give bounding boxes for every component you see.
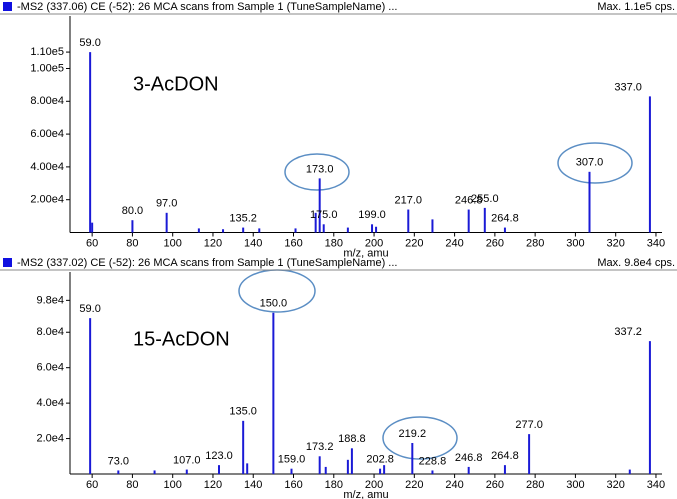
peak-label: 219.2 bbox=[399, 428, 427, 440]
header-icon bbox=[3, 2, 12, 11]
y-tick-label: 9.8e4 bbox=[36, 294, 64, 306]
peak-label: 228.8 bbox=[419, 455, 447, 467]
x-tick-label: 180 bbox=[325, 479, 343, 491]
x-axis-title: m/z, amu bbox=[343, 247, 388, 259]
x-tick-label: 60 bbox=[86, 237, 98, 249]
x-tick-label: 220 bbox=[405, 237, 423, 249]
peak-label: 97.0 bbox=[156, 198, 177, 210]
highlight-circle bbox=[284, 153, 350, 191]
panel-title: -MS2 (337.02) CE (-52): 26 MCA scans fro… bbox=[17, 257, 397, 269]
peak-label: 123.0 bbox=[205, 450, 233, 462]
peak-label: 150.0 bbox=[260, 298, 288, 310]
x-tick-label: 300 bbox=[566, 479, 584, 491]
x-tick-label: 240 bbox=[445, 237, 463, 249]
x-tick-label: 140 bbox=[244, 237, 262, 249]
y-tick-label: 4.0e4 bbox=[36, 397, 64, 409]
highlight-circle bbox=[382, 416, 458, 460]
peak-label: 188.8 bbox=[338, 433, 366, 445]
peak-label: 135.0 bbox=[229, 406, 257, 418]
peak-label: 264.8 bbox=[491, 450, 519, 462]
x-tick-label: 80 bbox=[126, 479, 138, 491]
x-tick-label: 120 bbox=[204, 237, 222, 249]
x-axis-title: m/z, amu bbox=[343, 489, 388, 499]
peak-label: 277.0 bbox=[515, 419, 543, 431]
panel-title: -MS2 (337.06) CE (-52): 26 MCA scans fro… bbox=[17, 1, 397, 13]
x-tick-label: 100 bbox=[164, 237, 182, 249]
y-tick-label: 4.00e4 bbox=[30, 161, 64, 173]
peak-label: 199.0 bbox=[358, 209, 386, 221]
y-tick-label: 8.00e4 bbox=[30, 95, 64, 107]
x-tick-label: 340 bbox=[647, 237, 665, 249]
y-tick-label: 2.00e4 bbox=[30, 194, 64, 206]
peak-label: 337.0 bbox=[614, 81, 642, 93]
peak-label: 173.0 bbox=[306, 163, 334, 175]
annotation: 3-AcDON bbox=[133, 73, 219, 95]
peak-label: 337.2 bbox=[614, 326, 642, 338]
y-tick-label: 1.00e5 bbox=[30, 62, 64, 74]
x-tick-label: 120 bbox=[204, 479, 222, 491]
highlight-circle bbox=[557, 142, 633, 184]
peak-label: 264.8 bbox=[491, 212, 519, 224]
x-tick-label: 100 bbox=[164, 479, 182, 491]
peak-label: 246.8 bbox=[455, 452, 483, 464]
peak-label: 59.0 bbox=[79, 37, 100, 49]
x-tick-label: 340 bbox=[647, 479, 665, 491]
y-tick-label: 8.0e4 bbox=[36, 326, 64, 338]
x-tick-label: 200 bbox=[365, 237, 383, 249]
x-tick-label: 280 bbox=[526, 479, 544, 491]
annotation: 15-AcDON bbox=[133, 328, 230, 350]
peak-label: 246.8 bbox=[455, 194, 483, 206]
peak-label: 135.2 bbox=[229, 212, 257, 224]
x-tick-label: 320 bbox=[607, 237, 625, 249]
peak-label: 80.0 bbox=[122, 205, 143, 217]
y-tick-label: 6.0e4 bbox=[36, 362, 64, 374]
x-tick-label: 80 bbox=[126, 237, 138, 249]
y-tick-label: 1.10e5 bbox=[30, 46, 64, 58]
header-icon bbox=[3, 258, 12, 267]
y-tick-label: 2.0e4 bbox=[36, 432, 64, 444]
x-tick-label: 140 bbox=[244, 479, 262, 491]
x-tick-label: 240 bbox=[445, 479, 463, 491]
x-tick-label: 280 bbox=[526, 237, 544, 249]
x-tick-label: 260 bbox=[486, 479, 504, 491]
x-tick-label: 160 bbox=[284, 237, 302, 249]
x-tick-label: 160 bbox=[284, 479, 302, 491]
peak-label: 202.8 bbox=[366, 454, 394, 466]
x-tick-label: 60 bbox=[86, 479, 98, 491]
x-tick-label: 200 bbox=[365, 479, 383, 491]
peak-label: 255.0 bbox=[471, 193, 499, 205]
peak-label: 307.0 bbox=[576, 157, 604, 169]
peak-label: 173.2 bbox=[306, 441, 334, 453]
x-tick-label: 300 bbox=[566, 237, 584, 249]
x-tick-label: 220 bbox=[405, 479, 423, 491]
x-tick-label: 180 bbox=[325, 237, 343, 249]
peak-label: 217.0 bbox=[395, 194, 423, 206]
max-label: Max. 9.8e4 cps. bbox=[597, 257, 675, 269]
max-label: Max. 1.1e5 cps. bbox=[597, 1, 675, 13]
y-tick-label: 6.00e4 bbox=[30, 128, 64, 140]
x-tick-label: 260 bbox=[486, 237, 504, 249]
peak-label: 159.0 bbox=[278, 454, 306, 466]
peak-label: 73.0 bbox=[108, 455, 129, 467]
peak-label: 107.0 bbox=[173, 454, 201, 466]
peak-label: 175.0 bbox=[310, 209, 338, 221]
peak-label: 59.0 bbox=[79, 303, 100, 315]
x-tick-label: 320 bbox=[607, 479, 625, 491]
